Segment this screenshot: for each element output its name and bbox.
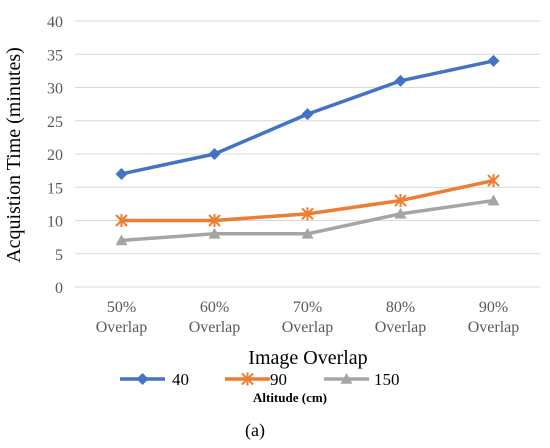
legend-marker bbox=[136, 373, 149, 385]
legend-label: 150 bbox=[374, 370, 400, 389]
y-tick-label: 40 bbox=[47, 14, 63, 31]
legend-label: 40 bbox=[172, 370, 189, 389]
data-point bbox=[394, 74, 407, 87]
legend-item-90: 90 bbox=[225, 370, 287, 389]
legend-marker bbox=[241, 372, 254, 386]
x-tick-label: 90% Overlap bbox=[468, 299, 520, 336]
figure-caption: (a) bbox=[245, 420, 265, 441]
series-40 bbox=[115, 54, 500, 180]
x-tick-label: 50% Overlap bbox=[96, 299, 148, 336]
x-axis-ticks: 50% Overlap 60% Overlap 70% Overlap 80% Overlap… bbox=[96, 299, 520, 336]
data-point bbox=[208, 148, 221, 160]
data-point bbox=[487, 54, 500, 67]
y-tick-label: 20 bbox=[47, 147, 63, 164]
x-tick-label: 70% Overlap bbox=[282, 299, 334, 336]
y-tick-label: 0 bbox=[55, 280, 63, 297]
y-axis-ticks: 0 5 10 15 20 25 30 35 40 bbox=[47, 14, 63, 297]
data-point bbox=[487, 194, 500, 206]
legend-item-40: 40 bbox=[120, 370, 189, 389]
data-point bbox=[115, 234, 128, 246]
data-point bbox=[115, 167, 128, 180]
legend-label: 90 bbox=[270, 370, 287, 389]
series-150 bbox=[115, 194, 500, 246]
legend-marker bbox=[340, 373, 353, 384]
y-tick-label: 15 bbox=[47, 180, 63, 197]
data-point bbox=[487, 174, 500, 188]
data-point bbox=[301, 227, 314, 239]
data-point bbox=[208, 227, 221, 239]
x-tick-label: 80% Overlap bbox=[375, 299, 427, 336]
y-tick-label: 30 bbox=[47, 81, 63, 98]
data-point bbox=[208, 214, 221, 227]
data-point bbox=[115, 214, 128, 227]
legend-title: Altitude (cm) bbox=[253, 390, 327, 405]
gridlines bbox=[75, 20, 540, 288]
y-axis-title: Acquistion Time (minutes) bbox=[3, 47, 25, 263]
y-tick-label: 35 bbox=[47, 47, 63, 64]
y-tick-label: 25 bbox=[47, 114, 63, 131]
y-tick-label: 5 bbox=[55, 247, 63, 264]
legend-item-150: 150 bbox=[324, 370, 400, 389]
data-point bbox=[301, 207, 314, 221]
x-tick-label: 60% Overlap bbox=[189, 299, 241, 336]
data-point bbox=[394, 194, 407, 208]
series-group bbox=[115, 54, 500, 246]
series-90 bbox=[115, 174, 500, 227]
x-axis-title: Image Overlap bbox=[248, 347, 367, 369]
data-point bbox=[394, 207, 407, 219]
y-tick-label: 10 bbox=[47, 214, 63, 231]
legend: 40 90 150 bbox=[120, 370, 400, 389]
data-point bbox=[301, 108, 314, 121]
